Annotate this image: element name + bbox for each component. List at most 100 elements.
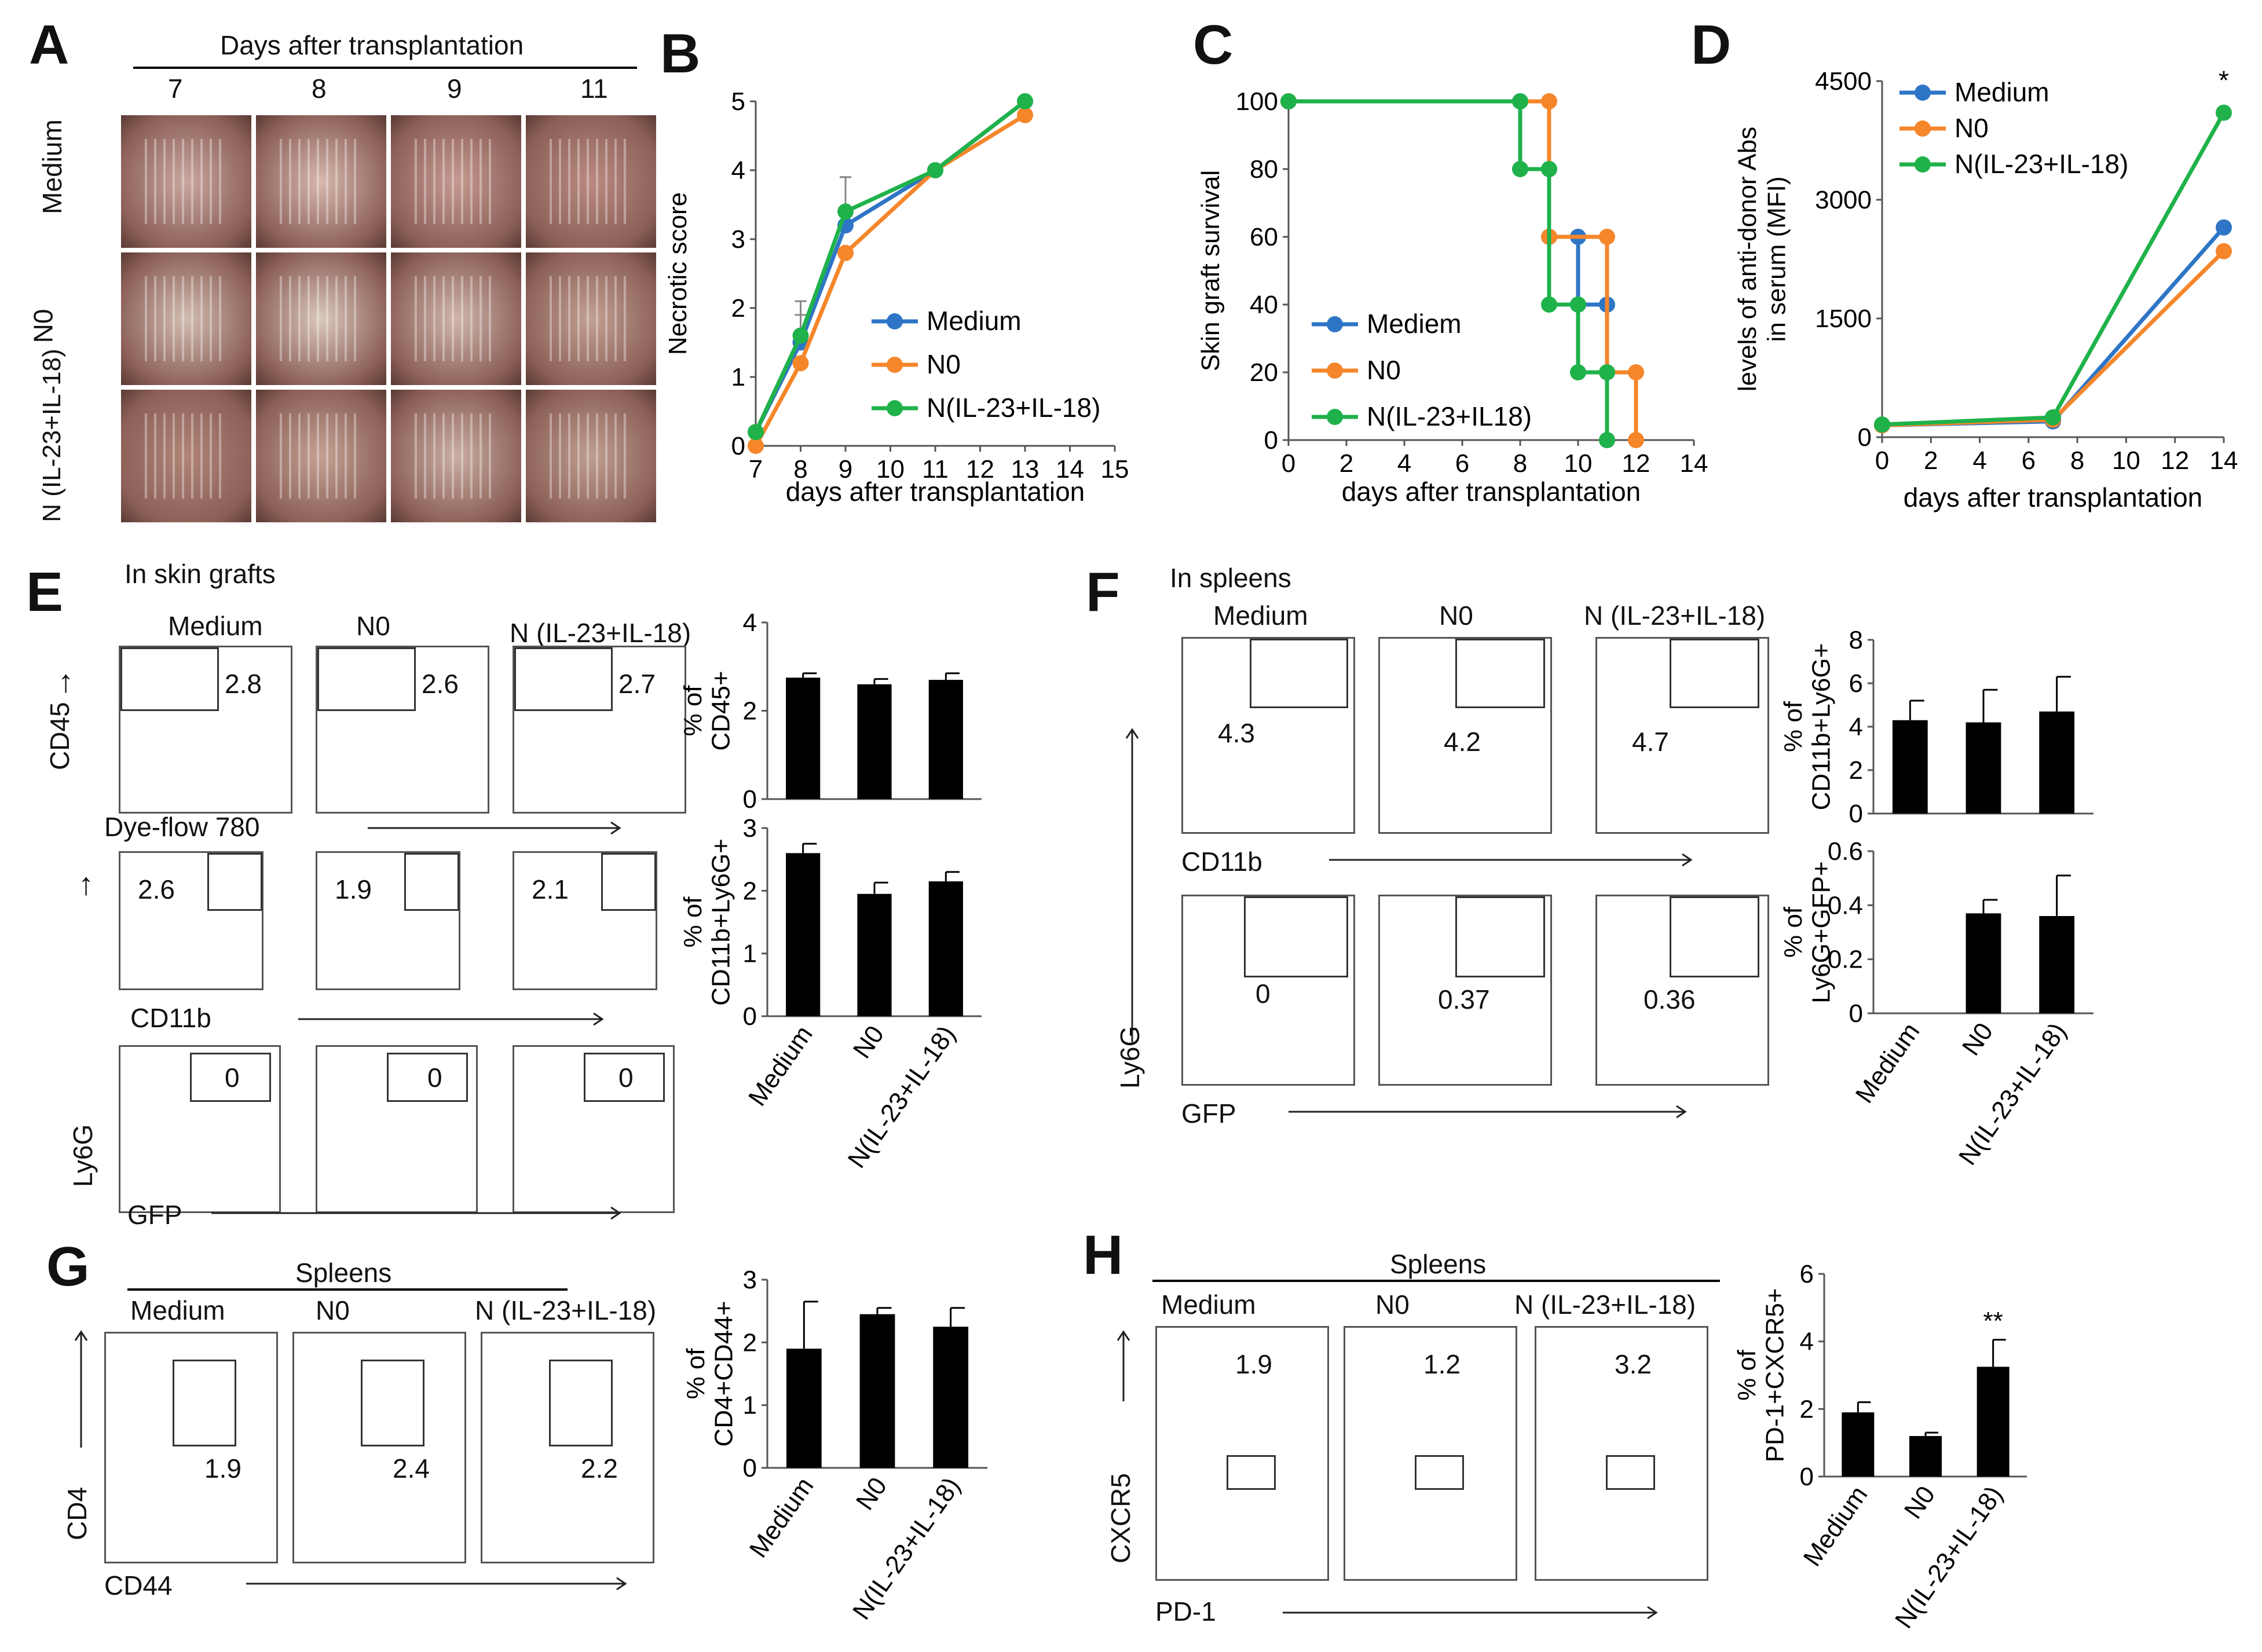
graft-texture xyxy=(549,276,633,361)
data-point-n0 xyxy=(1541,93,1557,109)
skin-graft-photo xyxy=(389,250,524,387)
panel-g-col-il: N (IL-23+IL-18) xyxy=(475,1295,657,1325)
x-tick-label: 0 xyxy=(1282,449,1295,478)
chart-e1-cd45: 0 2 4 % ofCD45+ xyxy=(683,614,982,811)
skin-graft-photo xyxy=(524,113,658,250)
flow-gate xyxy=(1244,896,1348,977)
x-tick-label: 14 xyxy=(1680,449,1708,478)
legend-marker-medium xyxy=(887,313,903,329)
gate-value: 2.2 xyxy=(581,1453,618,1483)
data-point-il xyxy=(1570,296,1586,313)
flow-plot: 4.7 xyxy=(1595,637,1769,834)
gate-value: 2.6 xyxy=(138,874,175,904)
panel-label-b: B xyxy=(660,23,701,85)
y-tick-label: 0 xyxy=(1264,426,1278,455)
data-point-il xyxy=(1280,93,1297,109)
flow-gate xyxy=(549,1360,613,1446)
panel-g-xaxis: CD44 xyxy=(104,1570,173,1600)
data-point-n0 xyxy=(1628,432,1644,448)
x-tick-label: 8 xyxy=(2070,446,2084,475)
y-tick-label: 4 xyxy=(731,156,745,185)
y-tick-label: 2 xyxy=(1849,756,1863,785)
graft-texture xyxy=(144,413,228,499)
gate-value: 0 xyxy=(1256,979,1271,1009)
panel-label-c: C xyxy=(1193,14,1234,76)
x-tick-label: 6 xyxy=(1455,449,1469,478)
data-point-il xyxy=(2045,409,2061,426)
y-tick-label: 0 xyxy=(731,432,745,460)
x-tick-label: 12 xyxy=(966,455,994,483)
panel-g-yaxis: CD4 xyxy=(62,1486,92,1540)
y-axis-label-line: in serum (MFI) xyxy=(1762,177,1791,342)
bar xyxy=(859,1314,895,1468)
graft-texture xyxy=(279,276,363,361)
category-label: N0 xyxy=(1899,1481,1941,1524)
x-tick-label: 4 xyxy=(1972,446,1986,475)
flow-plot: 2.6 xyxy=(119,851,263,990)
x-tick-label: 12 xyxy=(1622,449,1650,478)
bar xyxy=(2039,711,2075,814)
gate-value: 2.8 xyxy=(225,669,262,699)
x-tick-label: 8 xyxy=(1513,449,1527,478)
y-tick-label: 0 xyxy=(743,1002,757,1031)
flow-plot: 2.7 xyxy=(513,646,686,814)
y-axis-label-line: CD11b+Ly6G+ xyxy=(707,838,735,1006)
gate-value: 0 xyxy=(225,1063,240,1093)
panel-g-header: Spleens xyxy=(295,1258,392,1288)
y-tick-label: 2 xyxy=(743,877,757,905)
panel-f-col-medium: Medium xyxy=(1213,600,1308,631)
data-point-il xyxy=(1017,93,1033,109)
flow-plot: 1.9 xyxy=(104,1332,278,1563)
panel-f-subtitle: In spleens xyxy=(1170,563,1291,593)
panel-f-row2-xaxis-arrow xyxy=(1289,1105,1687,1119)
data-point-il xyxy=(2216,104,2232,121)
flow-plot: 4.3 xyxy=(1181,637,1355,834)
bar xyxy=(1976,1367,2010,1477)
y-axis-label: levels of anti-donor Absin serum (MFI) xyxy=(1733,127,1791,391)
data-point-il xyxy=(792,327,809,344)
gate-value: 1.9 xyxy=(335,874,372,904)
series-line-medium xyxy=(1289,99,1609,440)
flow-gate xyxy=(173,1360,236,1446)
data-point-n0 xyxy=(1599,229,1615,245)
panel-g-xaxis-arrow xyxy=(246,1577,627,1591)
flow-plot: 0 xyxy=(119,1045,281,1213)
x-tick-label: 6 xyxy=(2022,446,2036,475)
panel-e-row2-yaxis-arrow: ↑ xyxy=(78,867,94,902)
data-point-il xyxy=(1874,416,1890,433)
bar xyxy=(857,684,892,799)
bar xyxy=(928,881,963,1016)
panel-a-day-7: 7 xyxy=(168,74,183,104)
data-point-n0 xyxy=(1017,107,1033,123)
x-tick-label: 7 xyxy=(749,455,763,483)
panel-g-col-medium: Medium xyxy=(130,1295,225,1325)
flow-gate xyxy=(584,1053,665,1102)
panel-f-row2-yaxis: Ly6G xyxy=(1115,1025,1145,1089)
panel-e-row3-xaxis-arrow xyxy=(211,1206,621,1220)
flow-gate xyxy=(1670,896,1759,977)
panel-e-row1-yaxis-arrow: ↑ xyxy=(58,664,74,699)
bar xyxy=(1965,913,2001,1013)
gate-value: 0 xyxy=(618,1063,634,1093)
y-tick-label: 0.4 xyxy=(1828,891,1863,920)
flow-plot: 0 xyxy=(513,1045,675,1213)
skin-graft-photo xyxy=(524,250,658,387)
x-axis-label: days after transplantation xyxy=(1342,477,1641,507)
panel-e-col-medium: Medium xyxy=(168,611,263,641)
panel-h-xaxis-arrow xyxy=(1283,1606,1658,1620)
y-tick-label: 0 xyxy=(743,785,757,811)
y-tick-label: 100 xyxy=(1236,87,1278,116)
data-point-il xyxy=(1541,296,1557,313)
flow-gate xyxy=(601,853,656,911)
flow-gate xyxy=(1415,1455,1464,1490)
bar xyxy=(1892,720,1928,814)
flow-gate xyxy=(1227,1455,1276,1490)
flow-plot: 0 xyxy=(316,1045,478,1213)
y-tick-label: 3000 xyxy=(1815,186,1872,214)
legend-label: N(IL-23+IL-18) xyxy=(1954,149,2128,179)
gate-value: 1.9 xyxy=(1235,1349,1272,1379)
legend-marker-il xyxy=(1327,409,1343,425)
flow-gate xyxy=(120,647,219,711)
data-point-il xyxy=(748,424,764,441)
